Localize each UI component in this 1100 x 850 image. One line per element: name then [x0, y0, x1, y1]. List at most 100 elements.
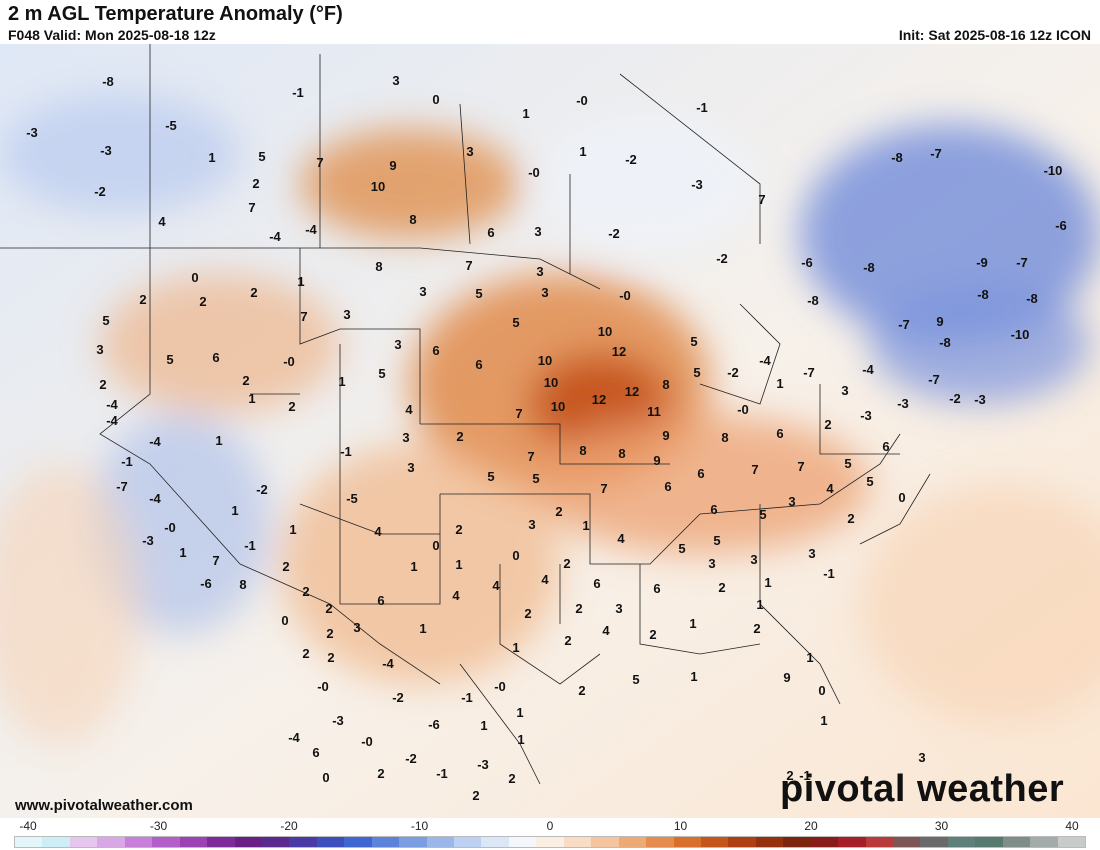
anomaly-value-label: 3 [528, 517, 535, 532]
anomaly-value-label: 4 [158, 214, 166, 229]
anomaly-value-labels: -8-130 -0 -1-5-31-3 1 5 7 93 1-2 -8 -7-10-22 10-0-… [26, 73, 1067, 803]
colorbar-cell [838, 837, 866, 847]
anomaly-value-label: 7 [751, 462, 758, 477]
anomaly-value-label: -8 [863, 260, 875, 275]
anomaly-value-label: -2 [392, 690, 404, 705]
anomaly-value-label: 6 [312, 745, 319, 760]
anomaly-value-label: 0 [281, 613, 288, 628]
anomaly-value-label: 1 [516, 705, 523, 720]
anomaly-value-label: 3 [392, 73, 399, 88]
colorbar-tick-label: 20 [804, 819, 818, 833]
anomaly-value-label: -5 [346, 491, 358, 506]
colorbar-cell [536, 837, 564, 847]
anomaly-value-label: 3 [343, 307, 350, 322]
anomaly-value-label: 2 [649, 627, 656, 642]
anomaly-value-label: 6 [487, 225, 494, 240]
anomaly-value-label: -0 [528, 165, 540, 180]
anomaly-value-label: -4 [106, 413, 118, 428]
anomaly-value-label: 1 [480, 718, 487, 733]
anomaly-value-label: 2 [250, 285, 257, 300]
colorbar-cell [316, 837, 345, 847]
anomaly-value-label: 6 [475, 357, 482, 372]
colorbar-cell [618, 837, 647, 847]
anomaly-value-label: 0 [432, 92, 439, 107]
colorbar-cell [865, 837, 893, 847]
colorbar-cell [920, 837, 948, 847]
anomaly-value-label: -4 [269, 229, 281, 244]
anomaly-value-label: -6 [200, 576, 212, 591]
colorbar-cell [975, 837, 1003, 847]
anomaly-value-label: 3 [615, 601, 622, 616]
anomaly-value-label: 1 [579, 144, 586, 159]
anomaly-value-label: 1 [410, 559, 417, 574]
anomaly-value-label: 7 [316, 155, 323, 170]
colorbar-cell [289, 837, 317, 847]
colorbar-cell [700, 837, 729, 847]
temperature-anomaly-map[interactable]: -8-130 -0 -1-5-31-3 1 5 7 93 1-2 -8 -7-10-22 10-0-… [0, 44, 1100, 818]
anomaly-value-label: 3 [407, 460, 414, 475]
colorbar-cell [591, 837, 619, 847]
anomaly-value-label: 1 [689, 616, 696, 631]
anomaly-value-label: 4 [452, 588, 460, 603]
anomaly-value-label: -3 [691, 177, 703, 192]
anomaly-value-label: 7 [248, 200, 255, 215]
colorbar-cell [1057, 837, 1086, 847]
anomaly-value-label: 6 [697, 466, 704, 481]
model-init-time: Init: Sat 2025-08-16 12z ICON [898, 27, 1091, 43]
anomaly-value-label: -2 [608, 226, 620, 241]
colorbar-tick-label: 40 [1065, 819, 1079, 833]
map-header: 2 m AGL Temperature Anomaly (°F) F048 Va… [0, 0, 1100, 44]
anomaly-value-label: -1 [244, 538, 256, 553]
anomaly-value-label: 9 [662, 428, 669, 443]
anomaly-value-label: 8 [579, 443, 586, 458]
colorbar-cell [371, 837, 400, 847]
colorbar-cell [207, 837, 235, 847]
anomaly-value-label: 5 [487, 469, 494, 484]
colorbar-cell [783, 837, 811, 847]
anomaly-value-label: 1 [517, 732, 524, 747]
anomaly-value-label: 2 [564, 633, 571, 648]
anomaly-value-label: 7 [600, 481, 607, 496]
anomaly-value-label: -1 [799, 768, 811, 783]
anomaly-value-label: -10 [1011, 327, 1030, 342]
colorbar-tick-label: -20 [280, 819, 298, 833]
anomaly-value-label: 10 [538, 353, 552, 368]
anomaly-value-label: -3 [974, 392, 986, 407]
anomaly-value-label: 2 [325, 601, 332, 616]
anomaly-value-label: 6 [432, 343, 439, 358]
boundary-lines [0, 44, 931, 785]
anomaly-value-label: 6 [882, 439, 889, 454]
anomaly-value-label: -3 [100, 143, 112, 158]
anomaly-value-label: 3 [353, 620, 360, 635]
anomaly-value-label: -1 [292, 85, 304, 100]
anomaly-value-label: 2 [455, 522, 462, 537]
anomaly-value-label: 12 [592, 392, 606, 407]
anomaly-value-label: 9 [389, 158, 396, 173]
colorbar-tick-label: -30 [149, 819, 168, 833]
colorbar-tick-label: -10 [410, 819, 429, 833]
anomaly-value-label: 8 [662, 377, 669, 392]
colorbar-gradient [14, 836, 1086, 848]
colorbar-cell [152, 837, 180, 847]
anomaly-value-label: 1 [582, 518, 589, 533]
anomaly-value-label: 3 [536, 264, 543, 279]
anomaly-value-label: 10 [544, 375, 558, 390]
colorbar-cell [646, 837, 674, 847]
anomaly-value-label: 9 [783, 670, 790, 685]
anomaly-value-label: 1 [455, 557, 462, 572]
anomaly-value-label: 5 [378, 366, 385, 381]
anomaly-value-label: 10 [598, 324, 612, 339]
anomaly-value-label: 2 [718, 580, 725, 595]
anomaly-value-label: 2 [524, 606, 531, 621]
anomaly-value-label: 1 [776, 376, 783, 391]
anomaly-value-label: -3 [897, 396, 909, 411]
anomaly-value-label: -8 [977, 287, 989, 302]
anomaly-value-label: 8 [618, 446, 625, 461]
anomaly-value-label: 0 [898, 490, 905, 505]
anomaly-value-label: 3 [841, 383, 848, 398]
anomaly-value-label: -2 [716, 251, 728, 266]
anomaly-value-label: -1 [436, 766, 448, 781]
colorbar-cell [508, 837, 537, 847]
anomaly-value-label: 1 [690, 669, 697, 684]
anomaly-value-label: 5 [102, 313, 109, 328]
